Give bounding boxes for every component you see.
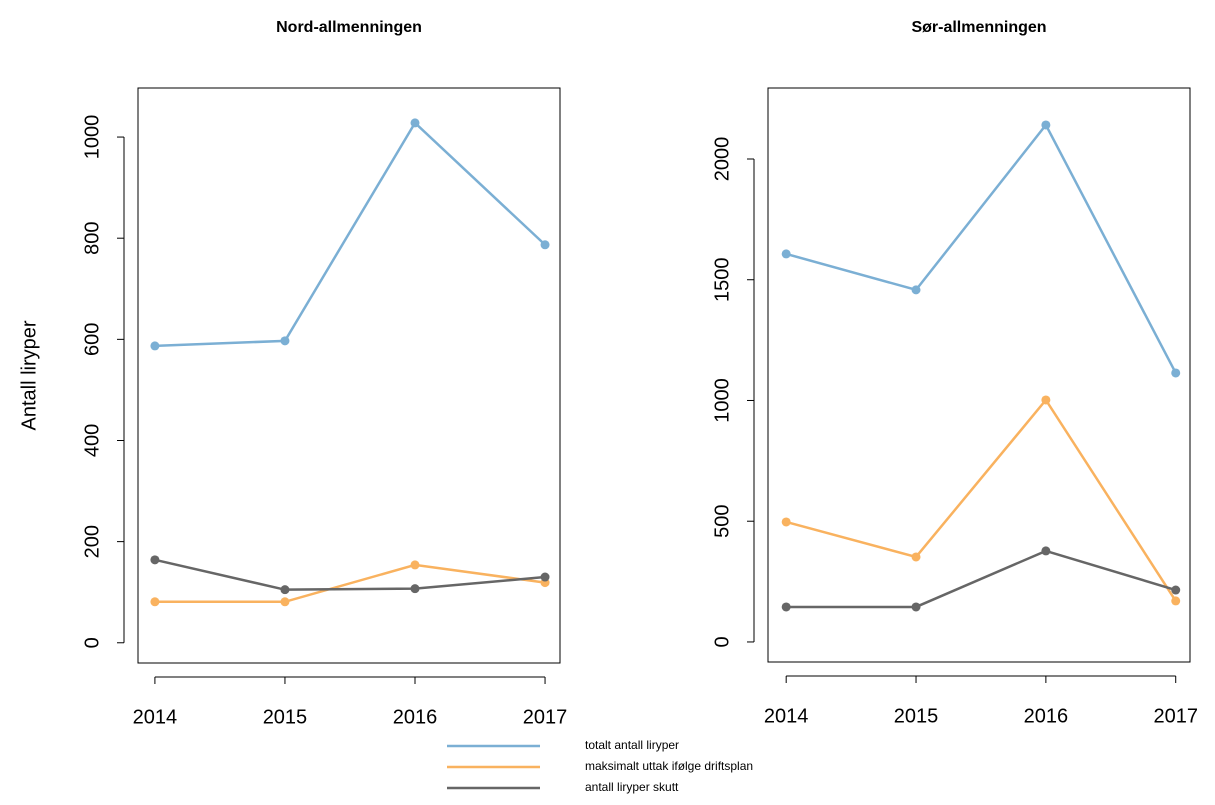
y-tick-label: 800 bbox=[81, 222, 103, 255]
x-tick-label: 2017 bbox=[523, 706, 568, 728]
series-line bbox=[154, 558, 546, 591]
data-point bbox=[150, 555, 160, 565]
series-line bbox=[785, 397, 1177, 602]
data-point bbox=[150, 597, 160, 607]
chart-title: Sør-allmenningen bbox=[911, 19, 1046, 36]
y-tick-label: 1000 bbox=[81, 115, 103, 160]
y-tick-label: 500 bbox=[711, 505, 733, 538]
data-point bbox=[280, 585, 290, 595]
data-point bbox=[911, 602, 921, 612]
data-point bbox=[781, 602, 791, 612]
legend-label: antall liryper skutt bbox=[585, 780, 679, 794]
y-tick-label: 200 bbox=[81, 525, 103, 558]
data-point bbox=[410, 560, 420, 570]
series-line bbox=[786, 549, 1177, 609]
data-point bbox=[1171, 585, 1181, 595]
data-point bbox=[1041, 120, 1051, 130]
data-point bbox=[540, 572, 550, 582]
data-point bbox=[1171, 596, 1181, 606]
series-line bbox=[154, 563, 546, 604]
data-point bbox=[911, 285, 921, 295]
data-point bbox=[280, 336, 290, 346]
data-point bbox=[150, 341, 160, 351]
data-point bbox=[1171, 368, 1181, 378]
data-point bbox=[1041, 395, 1051, 405]
data-point bbox=[1041, 546, 1051, 556]
y-tick-label: 0 bbox=[81, 637, 103, 648]
y-tick-label: 1000 bbox=[711, 378, 733, 423]
y-tick-label: 400 bbox=[81, 424, 103, 457]
data-point bbox=[781, 517, 791, 527]
data-point bbox=[540, 240, 550, 250]
y-tick-label: 2000 bbox=[711, 137, 733, 182]
series-line bbox=[154, 120, 546, 348]
x-tick-label: 2017 bbox=[1153, 705, 1198, 727]
plot-frame bbox=[767, 87, 1191, 663]
legend-label: totalt antall liryper bbox=[585, 738, 679, 752]
x-tick-label: 2016 bbox=[1024, 705, 1069, 727]
series-line bbox=[785, 122, 1177, 374]
data-point bbox=[911, 552, 921, 562]
y-tick-label: 600 bbox=[81, 323, 103, 356]
data-point bbox=[410, 584, 420, 594]
data-point bbox=[280, 597, 290, 607]
x-tick-label: 2014 bbox=[133, 706, 178, 728]
y-tick-label: 0 bbox=[711, 636, 733, 647]
x-tick-label: 2014 bbox=[764, 705, 809, 727]
data-point bbox=[410, 118, 420, 128]
plot-frame bbox=[137, 87, 561, 664]
data-point bbox=[781, 249, 791, 259]
x-tick-label: 2015 bbox=[263, 706, 308, 728]
y-tick-label: 1500 bbox=[711, 257, 733, 302]
x-tick-label: 2015 bbox=[894, 705, 939, 727]
x-tick-label: 2016 bbox=[393, 706, 438, 728]
legend-label: maksimalt uttak ifølge driftsplan bbox=[585, 759, 753, 773]
chart-title: Nord-allmenningen bbox=[276, 19, 422, 36]
y-axis-label: Antall liryper bbox=[18, 320, 40, 430]
